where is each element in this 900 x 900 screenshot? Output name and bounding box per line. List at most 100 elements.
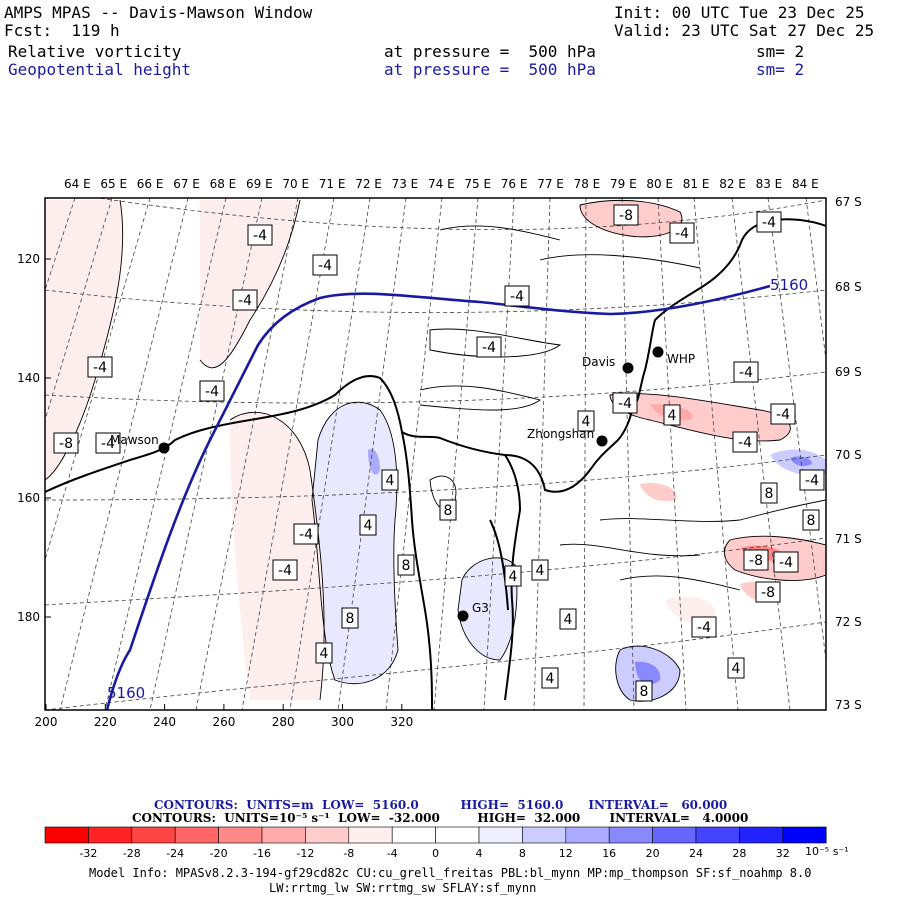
vorticity-label: -4 <box>205 384 219 400</box>
latitude-tick: 72 S <box>835 615 862 629</box>
longitude-tick: 69 E <box>246 177 273 191</box>
latitude-tick: 67 S <box>835 195 862 209</box>
station-marker-zhongshan[interactable] <box>596 435 608 447</box>
longitude-tick: 75 E <box>464 177 491 191</box>
vorticity-label: 4 <box>536 563 545 579</box>
vorticity-label-box <box>95 432 121 454</box>
y-tick-label: 160 <box>17 491 40 505</box>
colorbar-tick: -32 <box>79 847 97 860</box>
vorticity-label-box <box>272 559 298 581</box>
model-info-line2: LW:rrtmg_lw SW:rrtmg_sw SFLAY:sf_mynn <box>269 881 537 895</box>
latitude-tick: 69 S <box>835 365 862 379</box>
longitude-tick: 81 E <box>683 177 710 191</box>
colorbar-swatch <box>652 826 697 844</box>
field1-smoothing: sm= 2 <box>756 42 805 61</box>
vorticity-label: 4 <box>582 414 591 430</box>
vorticity-label-box <box>732 431 758 453</box>
right-axis-ticks: 67 S 68 S 69 S 70 S 71 S 72 S 73 S <box>835 195 862 712</box>
vorticity-label-box <box>381 469 399 491</box>
colorbar-tick: 4 <box>476 847 483 860</box>
vorticity-label: -4 <box>318 258 332 274</box>
init-time: Init: 00 UTC Tue 23 Dec 25 <box>614 3 865 22</box>
vorticity-label-box <box>760 482 778 504</box>
station-label-davis: Davis <box>582 355 615 369</box>
negative-vorticity-area <box>230 412 325 700</box>
vorticity-label-box <box>727 657 745 679</box>
station-marker-whp[interactable] <box>652 346 664 358</box>
vorticity-label: -4 <box>253 228 267 244</box>
vorticity-label-box <box>773 551 799 573</box>
vorticity-label: 4 <box>546 671 555 687</box>
vorticity-label-box <box>663 404 681 426</box>
longitude-tick: 70 E <box>282 177 309 191</box>
y-tick-label: 180 <box>17 610 40 624</box>
longitude-tick: 79 E <box>610 177 637 191</box>
station-marker-mawson[interactable] <box>158 442 170 454</box>
vorticity-label-box <box>799 469 825 491</box>
colorbar: -32 -28 -24 -20 -16 -12 -8 -4 0 4 8 12 16 20 24 28 32 10⁻… <box>44 826 849 860</box>
vorticity-label-box <box>504 565 522 587</box>
height-label: 5160 <box>107 684 145 702</box>
colorbar-swatch <box>305 826 350 844</box>
station-marker-davis[interactable] <box>622 362 634 374</box>
vorticity-label: 8 <box>640 684 649 700</box>
vorticity-label: 8 <box>402 558 411 574</box>
vorticity-label: -4 <box>697 620 711 636</box>
longitude-tick: 83 E <box>756 177 783 191</box>
colorbar-tick: 16 <box>602 847 616 860</box>
vorticity-label-box <box>613 204 639 226</box>
vorticity-label-box <box>247 224 273 246</box>
positive-vorticity-area <box>458 557 517 660</box>
vorticity-label: -4 <box>738 435 752 451</box>
vorticity-label-box <box>770 403 796 425</box>
vorticity-label: 4 <box>732 661 741 677</box>
vorticity-label: -4 <box>238 293 252 309</box>
vorticity-label: 8 <box>444 503 453 519</box>
vorticity-label-box <box>612 392 638 414</box>
colorbar-tick: 0 <box>432 847 439 860</box>
vorticity-label: -4 <box>482 340 496 356</box>
bottom-axis-ticks: 200 220 240 260 280 300 320 <box>35 704 413 729</box>
vorticity-label-box <box>802 509 820 531</box>
latitude-tick: 70 S <box>835 448 862 462</box>
vorticity-label-box <box>755 581 781 603</box>
longitude-tick: 76 E <box>501 177 528 191</box>
longitude-tick: 71 E <box>319 177 346 191</box>
vorticity-label-box <box>476 336 502 358</box>
latitude-tick: 71 S <box>835 532 862 546</box>
longitude-tick: 82 E <box>719 177 746 191</box>
map-frame <box>44 197 827 711</box>
vorticity-label: -8 <box>761 585 775 601</box>
colorbar-tick: -24 <box>166 847 184 860</box>
vorticity-label: -4 <box>510 289 524 305</box>
vorticity-label-box <box>577 410 595 432</box>
vorticity-label-box <box>293 523 319 545</box>
vorticity-label-box <box>691 616 717 638</box>
station-label-whp: WHP <box>667 352 695 366</box>
longitude-tick: 67 E <box>173 177 200 191</box>
station-marker-g3[interactable] <box>457 610 469 622</box>
plot-title: AMPS MPAS -- Davis-Mawson Window <box>4 3 313 22</box>
colorbar-tick: -16 <box>253 847 271 860</box>
stations: Mawson Davis WHP Zhongshan G3 <box>110 346 695 622</box>
negative-vorticity-area <box>200 200 300 368</box>
field2-smoothing: sm= 2 <box>756 60 805 79</box>
colorbar-tick: 24 <box>689 847 703 860</box>
longitude-tick: 74 E <box>428 177 455 191</box>
vorticity-contour-info: CONTOURS: UNITS=10⁻⁵ s⁻¹ LOW= -32.000 HI… <box>132 811 749 825</box>
colorbar-tick: -8 <box>343 847 354 860</box>
longitude-tick: 64 E <box>64 177 91 191</box>
vorticity-label-box <box>541 667 559 689</box>
height-contour-info: CONTOURS: UNITS=m LOW= 5160.0 HIGH= 5160… <box>154 798 728 812</box>
colorbar-swatch <box>218 826 263 844</box>
valid-time: Valid: 23 UTC Sat 27 Dec 25 <box>614 21 875 40</box>
vorticity-label-box <box>397 554 415 576</box>
vorticity-label-box <box>87 356 113 378</box>
station-label-zhongshan: Zhongshan <box>527 427 594 441</box>
field1-name: Relative vorticity <box>8 42 182 61</box>
vorticity-label-box <box>53 432 79 454</box>
colorbar-tick: 12 <box>559 847 573 860</box>
longitude-tick: 78 E <box>574 177 601 191</box>
latitude-tick: 68 S <box>835 280 862 294</box>
colorbar-tick: -20 <box>210 847 228 860</box>
